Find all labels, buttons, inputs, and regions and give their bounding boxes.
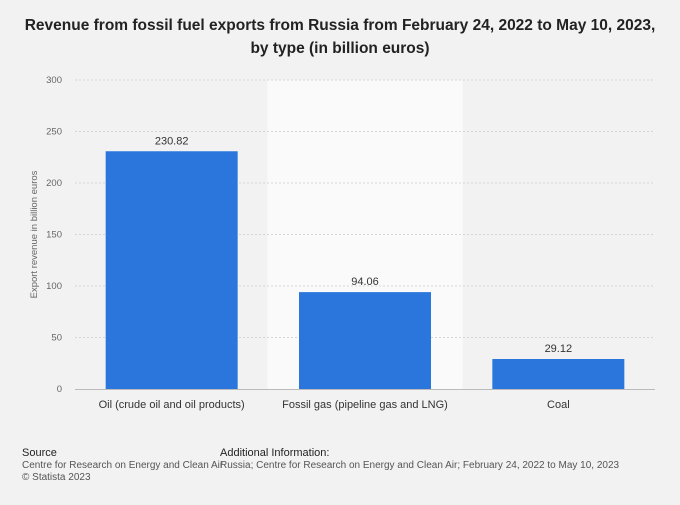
- chart-title: Revenue from fossil fuel exports from Ru…: [20, 14, 660, 60]
- copyright-line: © Statista 2023: [22, 472, 91, 483]
- x-tick-label: Fossil gas (pipeline gas and LNG): [282, 399, 448, 411]
- value-labels: 230.82 94.06 29.12: [155, 135, 572, 355]
- x-tick-label: Oil (crude oil and oil products): [99, 399, 245, 411]
- additional-info-block: Additional Information: Russia; Centre f…: [220, 447, 619, 472]
- y-tick-label: 0: [57, 384, 62, 395]
- chart-title-line: Revenue from fossil fuel exports from Ru…: [24, 17, 656, 34]
- source-block: Source Centre for Research on Energy and…: [22, 447, 223, 484]
- y-tick-label: 250: [46, 127, 62, 138]
- y-tick-label: 200: [46, 178, 62, 189]
- y-axis-ticks: 0 50 100 150 200 250 300: [46, 75, 62, 395]
- source-line[interactable]: Centre for Research on Energy and Clean …: [22, 460, 224, 471]
- y-tick-label: 100: [46, 281, 62, 292]
- chart-title-line: by type (in billion euros): [250, 40, 430, 57]
- y-axis-label: Export revenue in billion euros: [29, 170, 40, 298]
- y-tick-label: 50: [51, 333, 62, 344]
- y-tick-label: 150: [46, 230, 62, 241]
- y-tick-label: 300: [46, 75, 62, 86]
- bar: [492, 359, 625, 389]
- bar: [299, 292, 431, 389]
- x-tick-label: Coal: [547, 399, 570, 411]
- bars: [105, 151, 625, 389]
- additional-info-heading: Additional Information:: [220, 447, 330, 459]
- value-label: 94.06: [351, 276, 379, 288]
- source-heading: Source: [22, 447, 57, 459]
- x-axis-labels: Oil (crude oil and oil products) Fossil g…: [99, 399, 570, 411]
- additional-info-line: Russia; Centre for Research on Energy an…: [220, 460, 620, 471]
- bar-chart: 0 50 100 150 200 250 300 230.82 94.06 29.12 Oil …: [29, 75, 655, 411]
- value-label: 230.82: [155, 135, 189, 147]
- value-label: 29.12: [545, 343, 573, 355]
- bar: [105, 151, 238, 389]
